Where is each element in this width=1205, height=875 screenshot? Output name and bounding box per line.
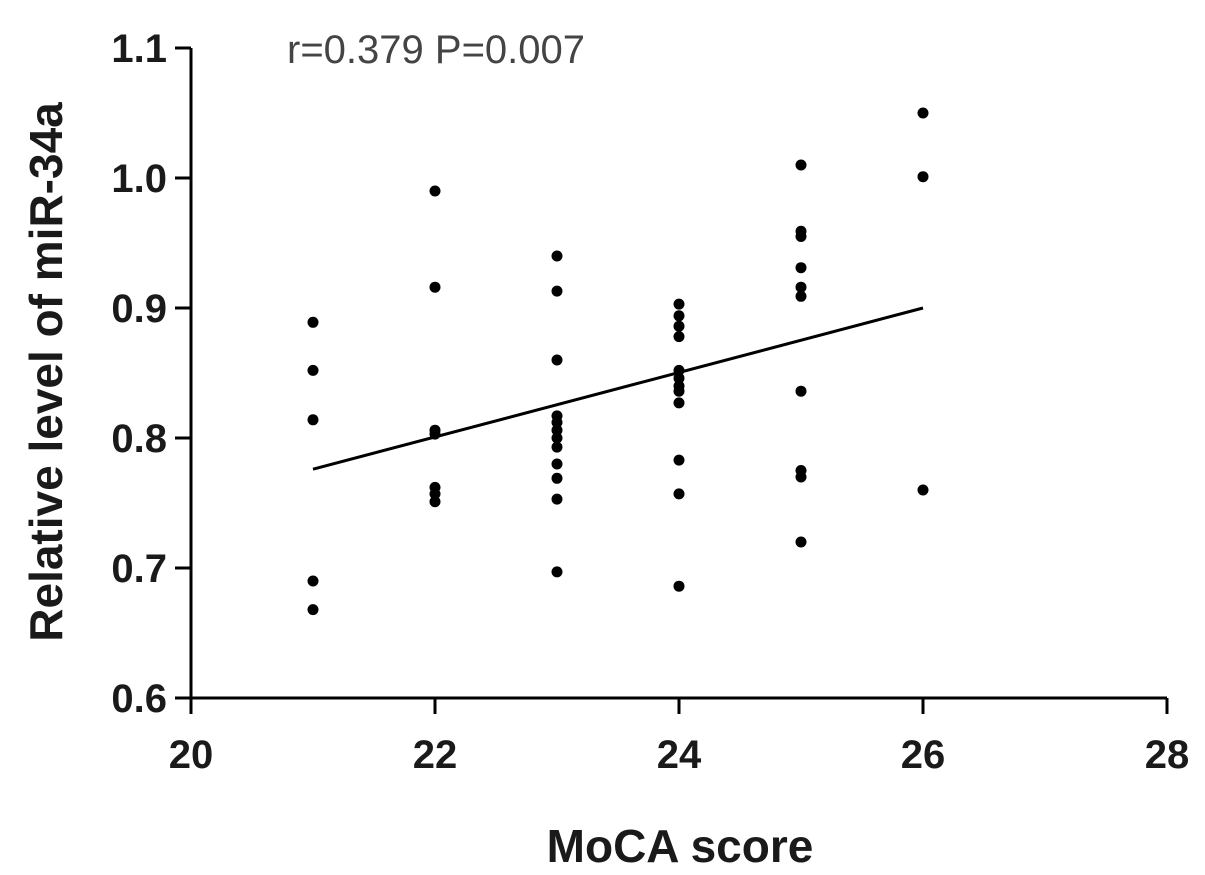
data-point xyxy=(551,285,563,297)
data-point xyxy=(429,496,441,508)
data-point xyxy=(307,364,319,376)
x-axis-title: MoCA score xyxy=(547,820,814,872)
data-point xyxy=(307,604,319,616)
y-tick-label: 0.7 xyxy=(111,547,167,591)
data-point xyxy=(673,331,685,343)
y-axis-title: Relative level of miR-34a xyxy=(20,102,72,642)
data-point xyxy=(551,472,563,484)
data-point xyxy=(673,488,685,500)
data-point xyxy=(917,107,929,119)
data-point xyxy=(673,372,685,384)
data-point xyxy=(917,171,929,183)
y-tick-label: 0.6 xyxy=(111,677,167,721)
data-point xyxy=(551,458,563,470)
data-point xyxy=(429,488,441,500)
data-point xyxy=(551,441,563,453)
data-point xyxy=(795,536,807,548)
x-tick-label: 26 xyxy=(901,733,946,777)
data-point xyxy=(673,397,685,409)
data-point xyxy=(673,298,685,310)
data-point xyxy=(551,432,563,444)
data-point xyxy=(307,575,319,587)
data-point xyxy=(795,159,807,171)
data-point xyxy=(673,320,685,332)
data-point xyxy=(795,231,807,242)
data-points xyxy=(307,107,929,616)
data-point xyxy=(673,385,685,397)
data-point xyxy=(795,471,807,483)
x-axis: 20 22 24 26 28 xyxy=(169,696,1190,777)
y-axis: 0.6 0.7 0.8 0.9 1.0 1.1 xyxy=(111,27,193,721)
data-point xyxy=(429,281,441,293)
data-point xyxy=(429,185,441,197)
data-point xyxy=(673,580,685,592)
data-point xyxy=(795,385,807,397)
data-point xyxy=(795,281,807,293)
y-tick-label: 1.0 xyxy=(111,157,167,201)
data-point xyxy=(551,493,563,505)
regression-line xyxy=(312,306,924,471)
data-point xyxy=(307,316,319,328)
data-point xyxy=(673,454,685,466)
y-tick-label: 0.8 xyxy=(111,417,167,461)
data-point xyxy=(551,566,563,578)
data-point xyxy=(917,484,929,496)
y-tick-label: 1.1 xyxy=(111,27,167,71)
correlation-annotation: r=0.379 P=0.007 xyxy=(287,28,585,72)
data-point xyxy=(795,262,807,274)
data-point xyxy=(551,354,563,366)
data-point xyxy=(673,310,685,322)
x-tick-label: 22 xyxy=(413,733,458,777)
data-point xyxy=(551,416,563,428)
data-point xyxy=(551,250,563,262)
x-tick-label: 20 xyxy=(169,733,214,777)
x-tick-label: 24 xyxy=(657,733,702,777)
x-tick-label: 28 xyxy=(1145,733,1190,777)
regression-line-group xyxy=(312,306,924,471)
data-point xyxy=(795,290,807,302)
data-point xyxy=(551,424,563,436)
y-tick-label: 0.9 xyxy=(111,287,167,331)
data-point xyxy=(307,414,319,426)
